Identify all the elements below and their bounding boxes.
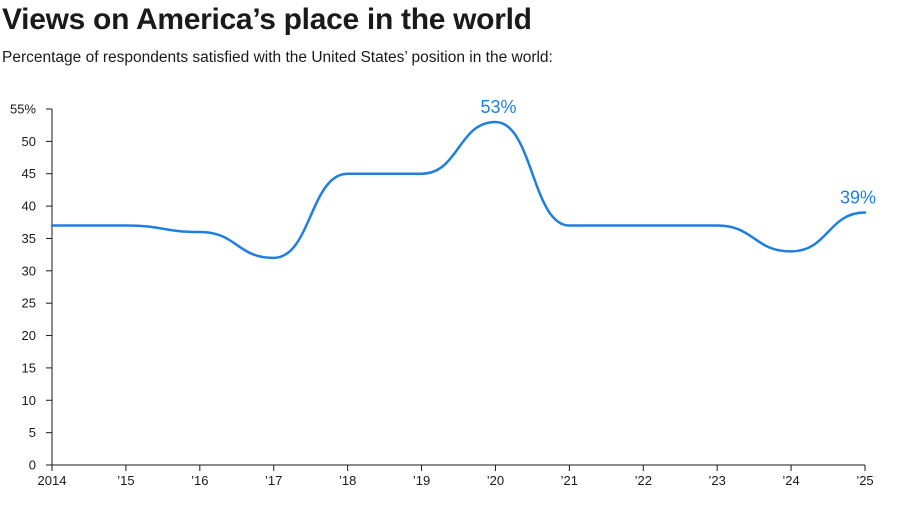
y-tick-label: 30 [22, 263, 36, 278]
series-line [50, 120, 867, 260]
x-tick-label: ’23 [709, 473, 726, 488]
x-tick-label: 2014 [38, 473, 67, 488]
y-tick-label: 10 [22, 393, 36, 408]
x-tick-label: ’22 [635, 473, 652, 488]
y-axis: 0 5 10 15 20 25 30 35 40 45 50 55% [10, 102, 53, 473]
y-tick-label: 20 [22, 328, 36, 343]
y-tick-label: 15 [22, 360, 36, 375]
data-label: 53% [480, 97, 516, 117]
y-tick-label: 45 [22, 166, 36, 181]
y-tick-label: 40 [22, 199, 36, 214]
x-tick-label: ’21 [561, 473, 578, 488]
y-tick-label: 5 [29, 425, 36, 440]
y-tick-label: 55% [10, 102, 36, 117]
x-tick-label: ’18 [339, 473, 356, 488]
y-tick-label: 0 [29, 458, 36, 473]
data-label: 39% [840, 188, 876, 208]
x-tick-label: ’15 [117, 473, 134, 488]
x-tick-label: ’19 [413, 473, 430, 488]
y-tick-label: 50 [22, 134, 36, 149]
chart-subtitle: Percentage of respondents satisfied with… [2, 49, 553, 66]
chart-title: Views on America’s place in the world [2, 3, 532, 36]
x-tick-label: ’17 [265, 473, 282, 488]
y-tick-label: 25 [22, 296, 36, 311]
x-axis: 2014 ’15 ’16 ’17 ’18 ’19 ’20 ’21 ’22 ’23 ’24 ’25 [38, 464, 874, 488]
x-tick-label: ’25 [856, 473, 873, 488]
x-tick-label: ’16 [191, 473, 208, 488]
annotation-layer: 53% 39% [480, 97, 876, 208]
x-tick-label: ’20 [487, 473, 504, 488]
y-tick-label: 35 [22, 231, 36, 246]
series-layer [50, 120, 867, 260]
x-tick-label: ’24 [782, 473, 799, 488]
